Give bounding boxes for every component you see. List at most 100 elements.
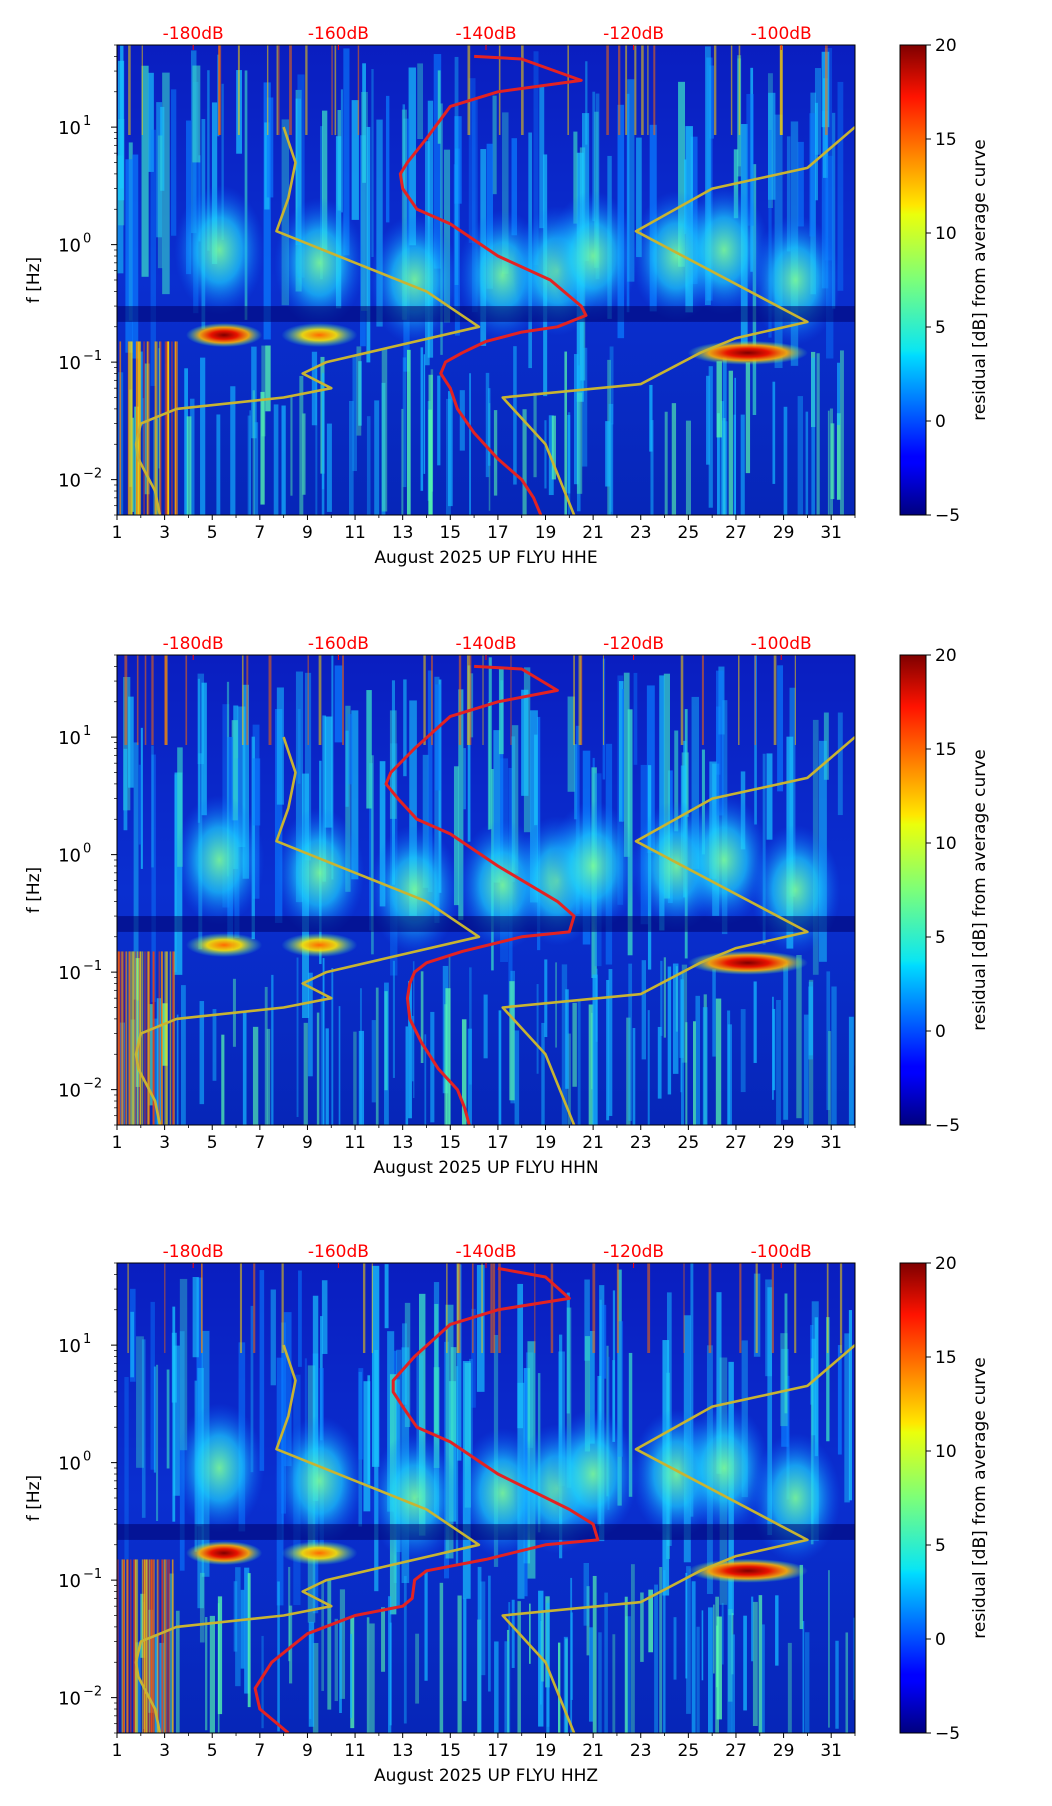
heatmap-streak bbox=[521, 45, 524, 135]
heatmap-streak bbox=[321, 1280, 328, 1354]
heatmap-streak bbox=[717, 413, 720, 515]
heatmap-streak bbox=[469, 373, 471, 515]
heatmap-streak bbox=[621, 688, 624, 822]
x-tick-label: 13 bbox=[392, 523, 414, 543]
heatmap-streak bbox=[192, 1276, 199, 1358]
heatmap-streak bbox=[416, 1355, 424, 1498]
heatmap-streak bbox=[750, 67, 754, 272]
heatmap-streak bbox=[456, 1264, 462, 1461]
heatmap-streak bbox=[325, 1028, 329, 1125]
heatmap-streak bbox=[691, 696, 700, 869]
heatmap-streak bbox=[369, 763, 373, 931]
heatmap-streak bbox=[663, 1570, 666, 1733]
y-tick-exponent: 1 bbox=[83, 1332, 91, 1347]
heatmap-streak bbox=[721, 1603, 724, 1665]
heatmap-streak bbox=[467, 665, 471, 842]
heatmap-streak bbox=[469, 967, 472, 1085]
heatmap-streak bbox=[696, 1626, 700, 1733]
heatmap-streak bbox=[363, 1381, 371, 1512]
heatmap-streak bbox=[171, 1559, 174, 1733]
heatmap-streak bbox=[576, 392, 583, 494]
heatmap-streak bbox=[835, 1640, 839, 1729]
x-tick-label: 3 bbox=[159, 1741, 170, 1761]
heatmap-streak bbox=[494, 1641, 499, 1733]
heatmap-streak bbox=[132, 154, 139, 359]
heatmap-streak bbox=[808, 981, 813, 1056]
heatmap-streak bbox=[586, 1586, 590, 1656]
heatmap-streak bbox=[640, 1592, 644, 1662]
heatmap-streak bbox=[303, 1022, 308, 1125]
heatmap-streak bbox=[244, 1567, 250, 1694]
heatmap-streak bbox=[627, 79, 635, 282]
heatmap-streak bbox=[514, 1030, 520, 1125]
heatmap-streak bbox=[618, 681, 624, 822]
colorbar-tick-label: 10 bbox=[935, 1442, 957, 1462]
y-tick-label: 10 bbox=[58, 236, 81, 257]
heatmap-streak bbox=[423, 354, 426, 474]
heatmap-streak bbox=[221, 1034, 225, 1125]
colorbar-tick-label: 15 bbox=[935, 1348, 957, 1368]
heatmap-streak bbox=[584, 1279, 590, 1361]
x-tick-label: 5 bbox=[207, 1741, 218, 1761]
heatmap-streak bbox=[381, 382, 386, 515]
heatmap-streak bbox=[321, 372, 325, 490]
heatmap-streak bbox=[541, 1610, 545, 1682]
heatmap-streak bbox=[588, 1627, 593, 1722]
heatmap-streak bbox=[403, 1576, 407, 1724]
x-tick-label: 1 bbox=[112, 1741, 123, 1761]
heatmap-plume bbox=[548, 801, 639, 932]
heatmap-streak bbox=[428, 409, 433, 515]
heatmap-plume bbox=[274, 197, 365, 328]
heatmap-streak bbox=[375, 987, 379, 1125]
heatmap-streak bbox=[331, 45, 333, 135]
heatmap-streak bbox=[415, 1633, 420, 1704]
heatmap-plume bbox=[679, 185, 770, 316]
colorbar-tick-label: 15 bbox=[935, 130, 957, 150]
heatmap-streak bbox=[143, 341, 145, 515]
heatmap-streak bbox=[592, 91, 596, 222]
x-tick-label: 17 bbox=[487, 1741, 509, 1761]
heatmap-streak bbox=[797, 141, 804, 227]
heatmap-streak bbox=[567, 45, 569, 135]
heatmap-streak bbox=[217, 1596, 223, 1715]
heatmap-streak bbox=[827, 410, 830, 515]
heatmap-streak bbox=[136, 655, 139, 745]
heatmap-streak bbox=[240, 1589, 245, 1669]
heatmap-streak bbox=[281, 1322, 287, 1514]
heatmap-streak bbox=[130, 1311, 135, 1378]
heatmap-streak bbox=[167, 1559, 169, 1733]
heatmap-streak bbox=[350, 1617, 355, 1729]
heatmap-streak bbox=[141, 45, 143, 135]
heatmap-streak bbox=[734, 377, 737, 515]
heatmap-streak bbox=[120, 951, 122, 1125]
heatmap-streak bbox=[565, 989, 569, 1089]
heatmap-plume bbox=[174, 185, 265, 316]
heatmap-streak bbox=[598, 1632, 602, 1733]
heatmap-streak bbox=[657, 1026, 662, 1099]
heatmap-streak bbox=[403, 679, 407, 777]
colorbar-tick-label: 15 bbox=[935, 740, 957, 760]
heatmap-streak bbox=[124, 1377, 129, 1560]
heatmap-streak bbox=[837, 1345, 842, 1455]
heatmap-streak bbox=[522, 409, 527, 515]
heatmap-streak bbox=[242, 1010, 247, 1125]
heatmap-streak bbox=[261, 345, 266, 437]
heatmap-streak bbox=[609, 346, 614, 425]
heatmap-streak bbox=[667, 966, 672, 1095]
heatmap-streak bbox=[211, 102, 218, 264]
heatmap-streak bbox=[731, 1634, 736, 1733]
heatmap-streak bbox=[252, 1026, 259, 1125]
heatmap-streak bbox=[564, 351, 568, 515]
heatmap-plume bbox=[679, 1403, 770, 1534]
heatmap-streak bbox=[117, 951, 120, 1125]
heatmap-streak bbox=[808, 986, 813, 1060]
heatmap-streak bbox=[143, 1559, 145, 1733]
heatmap-streak bbox=[566, 1292, 570, 1414]
heatmap-streak bbox=[653, 45, 656, 135]
colorbar-gradient bbox=[899, 654, 927, 1126]
heatmap-streak bbox=[324, 716, 333, 828]
heatmap-streak bbox=[786, 136, 791, 252]
heatmap-streak bbox=[136, 1336, 144, 1468]
heatmap-streak bbox=[511, 1599, 515, 1668]
